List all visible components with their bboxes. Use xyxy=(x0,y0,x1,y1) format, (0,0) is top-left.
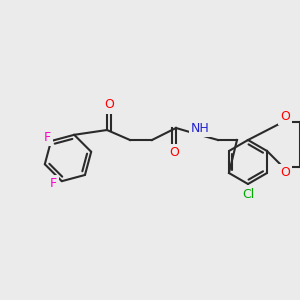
Text: Cl: Cl xyxy=(242,188,254,200)
Text: O: O xyxy=(280,167,290,179)
Text: O: O xyxy=(104,98,114,112)
Text: O: O xyxy=(280,110,290,122)
Text: F: F xyxy=(50,177,57,190)
Text: O: O xyxy=(169,146,179,160)
Text: NH: NH xyxy=(190,122,209,134)
Text: F: F xyxy=(44,130,51,143)
